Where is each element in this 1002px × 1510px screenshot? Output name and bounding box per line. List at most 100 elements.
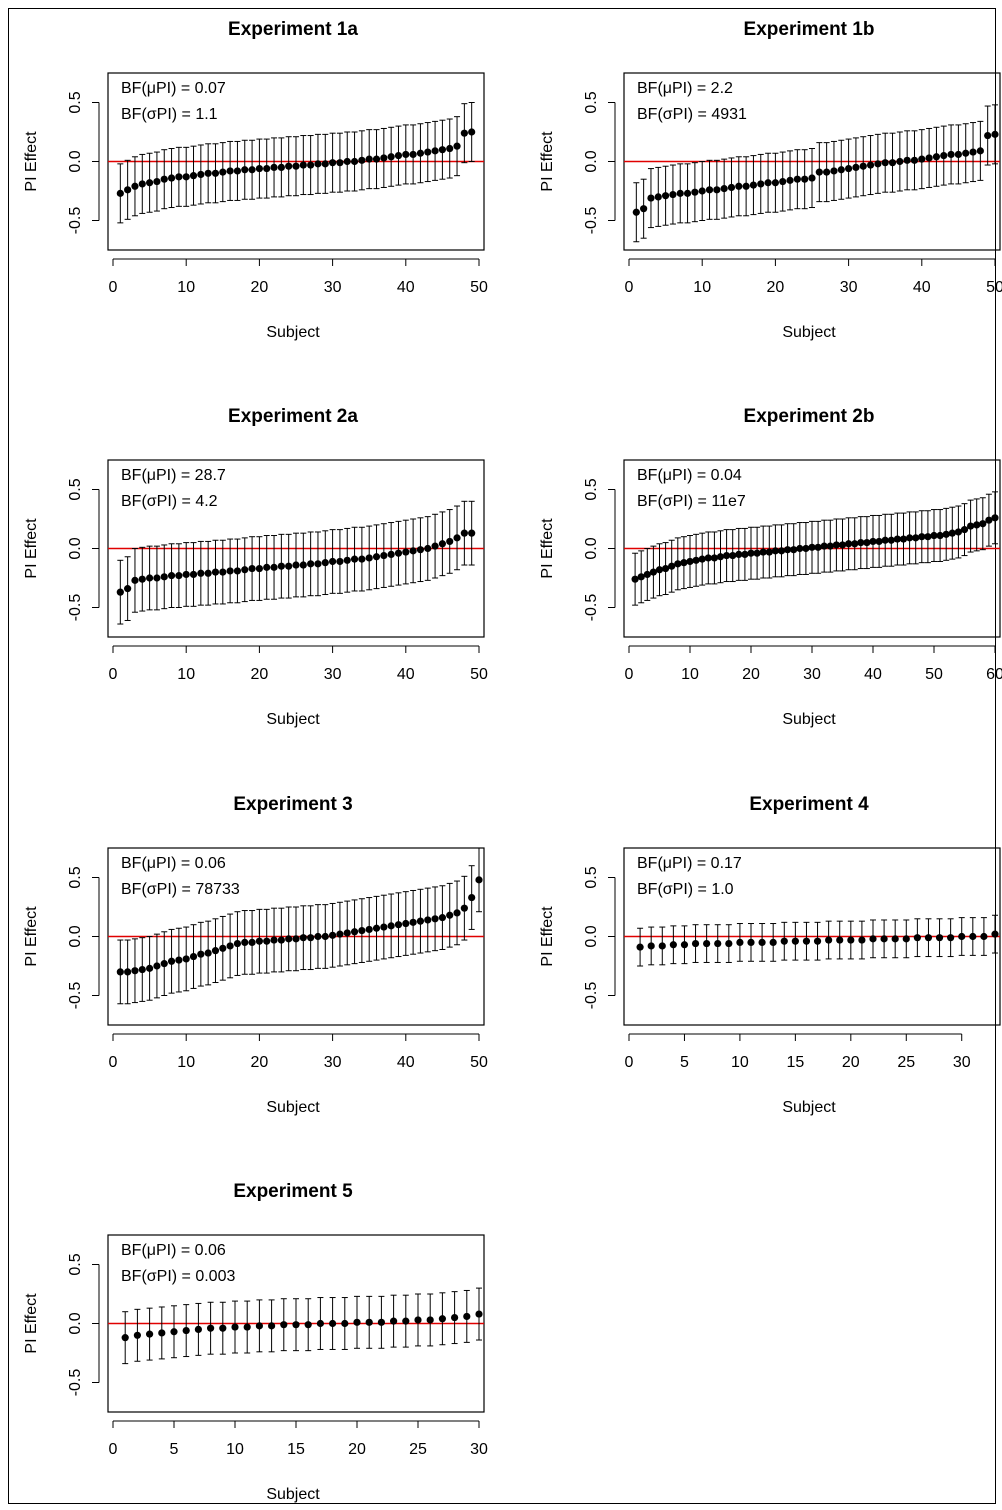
- data-point: [124, 968, 132, 976]
- data-point: [255, 564, 263, 573]
- chart-panel: Experiment 2a BF(μPI) = 28.7 BF(σPI) = 4.2…: [23, 406, 488, 728]
- data-point: [358, 927, 366, 935]
- data-point: [336, 557, 344, 566]
- data-point: [881, 159, 889, 167]
- data-point: [167, 572, 176, 580]
- data-point: [962, 149, 970, 157]
- data-point: [680, 559, 688, 567]
- data-point: [387, 153, 395, 161]
- data-point: [380, 551, 388, 560]
- data-point: [365, 554, 373, 562]
- data-point: [791, 937, 799, 945]
- data-point: [233, 167, 242, 175]
- data-point: [680, 941, 689, 949]
- bayes-factor-annotation: BF(μPI) = 0.07: [121, 80, 226, 97]
- bayes-factor-annotation: BF(σPI) = 0.003: [121, 1268, 235, 1285]
- data-point: [233, 567, 242, 575]
- data-point: [836, 936, 844, 944]
- data-point: [231, 1323, 239, 1331]
- data-point: [329, 159, 337, 167]
- x-tick-label: 30: [324, 666, 342, 683]
- data-point: [292, 935, 300, 943]
- data-point: [336, 930, 344, 938]
- data-point: [226, 567, 234, 575]
- data-point: [727, 183, 736, 192]
- data-point: [277, 163, 285, 171]
- data-point: [845, 540, 853, 548]
- data-point: [299, 161, 307, 169]
- data-point: [967, 522, 975, 530]
- data-point: [851, 540, 859, 548]
- y-tick-label: -0.5: [583, 594, 600, 622]
- data-point: [402, 150, 410, 159]
- x-tick-label: 15: [287, 1441, 305, 1458]
- data-point: [765, 548, 773, 556]
- x-tick-label: 40: [397, 1054, 415, 1071]
- chart-title: Experiment 5: [233, 1181, 353, 1202]
- x-tick-label: 0: [109, 1054, 118, 1071]
- data-point: [802, 937, 811, 945]
- x-tick-label: 0: [625, 666, 634, 683]
- data-point: [131, 182, 139, 190]
- data-point: [669, 190, 677, 199]
- data-point: [637, 573, 645, 581]
- bayes-factor-annotation: BF(μPI) = 28.7: [121, 467, 226, 484]
- data-point: [424, 916, 432, 924]
- data-point: [468, 128, 476, 136]
- data-point: [713, 186, 721, 194]
- data-point: [814, 543, 822, 551]
- data-point: [918, 533, 926, 541]
- data-point: [219, 944, 227, 952]
- x-tick-label: 50: [470, 1054, 488, 1071]
- data-point: [336, 159, 344, 167]
- bayes-factor-annotation: BF(μPI) = 2.2: [637, 80, 733, 97]
- x-tick-label: 20: [842, 1054, 860, 1071]
- y-tick-label: 0.5: [583, 866, 600, 888]
- data-point: [131, 967, 139, 975]
- data-point: [226, 167, 234, 175]
- bayes-factor-annotation: BF(σPI) = 4.2: [121, 493, 218, 510]
- y-tick-label: 0.5: [583, 91, 600, 113]
- data-point: [935, 934, 944, 942]
- data-point: [780, 937, 788, 945]
- data-point: [211, 169, 220, 177]
- data-point: [838, 541, 847, 549]
- data-point: [211, 947, 220, 955]
- data-point: [875, 537, 883, 546]
- data-point: [280, 1321, 288, 1329]
- x-tick-label: 60: [986, 666, 1002, 683]
- data-point: [153, 177, 161, 186]
- x-tick-label: 10: [693, 279, 711, 296]
- data-point: [790, 546, 798, 554]
- data-point: [416, 917, 425, 925]
- data-point: [991, 130, 999, 138]
- x-tick-label: 5: [680, 1054, 689, 1071]
- data-point: [880, 935, 888, 943]
- data-point: [932, 153, 941, 161]
- chart-panel: Experiment 3 BF(μPI) = 0.06 BF(σPI) = 7873…: [23, 794, 488, 1116]
- data-point: [219, 168, 227, 176]
- x-tick-label: 50: [925, 666, 943, 683]
- x-tick-label: 0: [109, 279, 118, 296]
- data-point: [182, 570, 190, 579]
- x-tick-label: 20: [251, 1054, 269, 1071]
- data-point: [649, 568, 658, 576]
- data-point: [954, 150, 963, 159]
- data-point: [906, 534, 914, 542]
- data-point: [263, 164, 271, 173]
- chart-panel: Experiment 5 BF(μPI) = 0.06 BF(σPI) = 0.00…: [23, 1181, 488, 1503]
- data-point: [460, 529, 468, 537]
- data-point: [802, 544, 810, 553]
- data-point: [255, 937, 263, 945]
- data-point: [948, 529, 956, 537]
- x-tick-label: 10: [177, 1054, 195, 1071]
- data-point: [735, 550, 743, 559]
- data-point: [692, 556, 700, 564]
- y-axis-label: PI Effect: [23, 518, 40, 579]
- y-tick-label: -0.5: [67, 594, 84, 622]
- data-point: [299, 934, 307, 942]
- data-point: [636, 943, 644, 951]
- x-axis-label: Subject: [782, 711, 836, 728]
- x-tick-label: 25: [409, 1441, 427, 1458]
- data-point: [233, 939, 242, 948]
